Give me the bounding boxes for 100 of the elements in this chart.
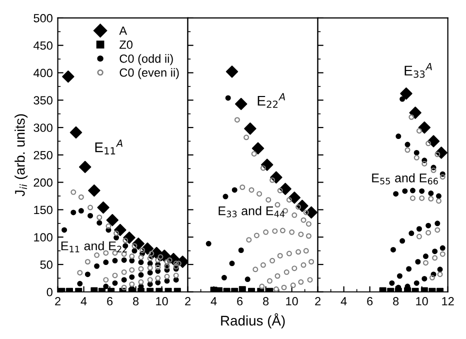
y-tick-label: 350 bbox=[34, 96, 52, 105]
legend-label: C0 (odd ii) bbox=[120, 54, 173, 66]
x-tick-label: 8 bbox=[263, 297, 269, 306]
point bbox=[123, 232, 136, 244]
point bbox=[422, 276, 428, 282]
point bbox=[400, 87, 412, 100]
point bbox=[226, 66, 238, 78]
point bbox=[440, 171, 446, 177]
point bbox=[406, 266, 412, 272]
point bbox=[238, 247, 244, 253]
legend-label: A bbox=[119, 26, 128, 35]
point bbox=[260, 158, 274, 171]
point bbox=[238, 286, 246, 292]
point bbox=[77, 280, 83, 286]
point bbox=[427, 135, 440, 148]
point bbox=[103, 284, 109, 290]
point bbox=[106, 227, 112, 233]
point bbox=[78, 208, 84, 214]
point bbox=[436, 193, 442, 199]
annotation: E$_{11}$$^{A}$ bbox=[95, 140, 122, 154]
point bbox=[437, 266, 443, 272]
point bbox=[62, 227, 68, 233]
y-tick-label: 100 bbox=[34, 233, 52, 242]
point bbox=[296, 200, 308, 212]
annotation: E$_{33}$ and E$_{44}$ bbox=[218, 206, 285, 218]
point bbox=[404, 142, 410, 148]
point bbox=[435, 146, 448, 159]
point bbox=[129, 274, 135, 280]
point bbox=[70, 126, 82, 139]
point bbox=[138, 260, 144, 266]
y-tick-label: 200 bbox=[34, 178, 52, 187]
x-tick-label: 10 bbox=[286, 297, 298, 306]
point bbox=[88, 212, 94, 218]
x-tick-label: 2 bbox=[315, 297, 320, 306]
annotation: E$_{22}$$^{A}$ bbox=[258, 93, 285, 108]
point bbox=[155, 280, 161, 286]
x-tick-label: 8 bbox=[133, 297, 139, 306]
x-tick-label: 4 bbox=[210, 297, 217, 306]
point bbox=[244, 122, 256, 135]
point bbox=[147, 270, 153, 276]
point bbox=[62, 70, 74, 83]
point bbox=[244, 276, 250, 282]
point bbox=[415, 259, 421, 264]
point bbox=[396, 134, 402, 140]
y-tick-label: 150 bbox=[34, 206, 52, 214]
point bbox=[114, 224, 126, 236]
x-tick-label: 2 bbox=[55, 297, 60, 306]
point bbox=[393, 191, 399, 197]
point bbox=[96, 220, 102, 226]
point bbox=[414, 150, 420, 156]
point bbox=[408, 230, 414, 236]
point bbox=[418, 121, 431, 134]
point bbox=[422, 158, 428, 164]
x-tick-label: 2 bbox=[185, 297, 190, 306]
y-tick-label: 450 bbox=[34, 41, 52, 50]
point bbox=[288, 192, 301, 204]
point bbox=[173, 277, 179, 283]
point bbox=[138, 272, 144, 278]
point bbox=[121, 277, 127, 283]
point bbox=[428, 190, 434, 196]
point bbox=[147, 260, 153, 266]
x-tick-label: 8 bbox=[393, 297, 399, 306]
legend-label: Z0 bbox=[120, 40, 132, 49]
point bbox=[252, 142, 264, 154]
point bbox=[132, 238, 145, 250]
point bbox=[112, 280, 118, 286]
x-tick-label: 12 bbox=[442, 297, 454, 306]
point bbox=[155, 262, 161, 268]
point bbox=[434, 220, 440, 226]
point bbox=[409, 106, 422, 119]
y-tick-label: 300 bbox=[34, 124, 52, 132]
annotation: E$_{55}$ and E$_{66}$ bbox=[372, 173, 438, 184]
point bbox=[229, 260, 235, 266]
legend-label: C0 (even ii) bbox=[120, 68, 179, 80]
point bbox=[234, 98, 248, 110]
point bbox=[396, 273, 402, 279]
point bbox=[97, 201, 110, 214]
x-tick-label: 10 bbox=[416, 297, 428, 306]
point bbox=[88, 184, 100, 197]
point bbox=[440, 245, 446, 251]
point bbox=[422, 254, 428, 260]
point bbox=[114, 234, 120, 240]
y-tick-label: 50 bbox=[40, 260, 52, 269]
point bbox=[84, 272, 90, 278]
point bbox=[410, 188, 416, 194]
point bbox=[94, 263, 100, 269]
point bbox=[389, 280, 395, 286]
point bbox=[390, 246, 396, 252]
point bbox=[416, 226, 422, 232]
point bbox=[206, 240, 212, 246]
point bbox=[129, 258, 135, 264]
point bbox=[402, 188, 408, 194]
point bbox=[430, 164, 436, 170]
point bbox=[112, 258, 118, 264]
y-tick-label: 500 bbox=[34, 14, 52, 22]
x-tick-label: 6 bbox=[107, 297, 113, 306]
x-tick-label: 4 bbox=[340, 297, 347, 306]
y-tick-label: 0 bbox=[46, 288, 52, 296]
point bbox=[279, 182, 292, 195]
x-tick-label: 10 bbox=[156, 297, 168, 306]
